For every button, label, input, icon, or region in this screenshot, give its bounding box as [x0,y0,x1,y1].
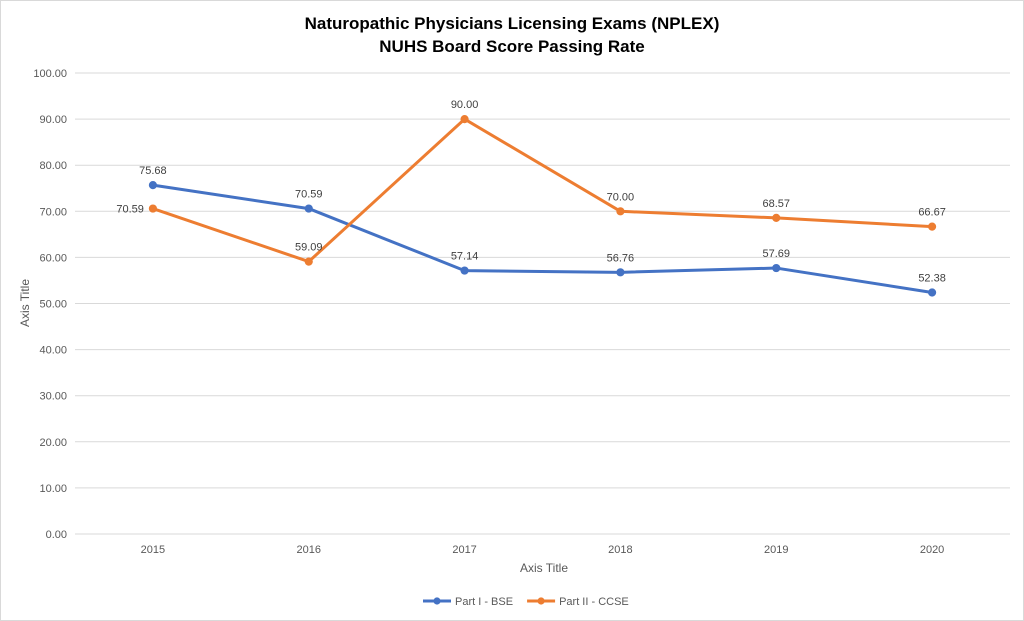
y-tick-label: 20.00 [39,437,67,449]
data-label: 66.67 [918,207,946,219]
data-point [460,266,469,275]
x-tick-label: 2020 [920,544,944,556]
data-point [616,207,625,216]
data-point [304,257,313,266]
x-tick-label: 2019 [764,544,788,556]
x-axis-ticks: 2015 2016 2017 2018 2019 2020 [141,544,945,556]
series-line-0 [151,183,934,295]
data-label: 57.69 [762,248,790,260]
data-label: 68.57 [762,198,790,210]
y-tick-label: 60.00 [39,252,67,264]
y-tick-label: 70.00 [39,206,67,218]
data-point [616,268,625,277]
data-label: 75.68 [139,165,167,177]
y-tick-label: 100.00 [33,68,67,80]
data-point [148,204,158,213]
y-tick-label: 50.00 [39,299,67,311]
data-point [304,204,313,213]
chart-title-line-1: Naturopathic Physicians Licensing Exams … [305,14,720,33]
data-label: 52.38 [918,273,946,285]
y-axis-title: Axis Title [18,279,32,327]
legend-item-0[interactable]: Part I - BSE [423,596,513,608]
legend-item-1[interactable]: Part II - CCSE [527,596,629,608]
series-lines [148,115,937,297]
gridlines [75,72,1010,535]
legend-swatch-marker [433,597,441,605]
y-tick-label: 90.00 [39,114,67,126]
legend-label: Part I - BSE [455,596,513,608]
data-labels: 75.68 70.59 57.14 56.76 57.69 52.38 70.59 59.09… [116,99,945,284]
legend-label: Part II - CCSE [559,596,629,608]
data-point [772,213,781,222]
legend-swatch-marker [537,597,545,605]
data-label: 70.59 [116,204,144,216]
y-tick-label: 40.00 [39,345,67,357]
x-tick-label: 2015 [141,544,165,556]
y-tick-label: 10.00 [39,483,67,495]
x-tick-label: 2018 [608,544,632,556]
x-tick-label: 2016 [297,544,321,556]
y-tick-label: 80.00 [39,160,67,172]
y-axis-ticks: 0.00 10.00 20.00 30.00 40.00 50.00 60.00 70.00 8… [33,68,67,541]
data-point [460,115,469,124]
chart-title-line-2: NUHS Board Score Passing Rate [379,37,644,56]
x-tick-label: 2017 [452,544,476,556]
y-tick-label: 30.00 [39,391,67,403]
y-tick-label: 0.00 [46,529,67,541]
data-label: 56.76 [607,252,635,264]
data-point [148,181,158,190]
series-line-1 [151,117,934,264]
data-point [772,263,781,273]
data-point [927,288,937,297]
x-axis-title: Axis Title [520,561,568,575]
data-label: 70.00 [607,191,635,203]
data-label: 70.59 [295,189,323,201]
data-label: 59.09 [295,242,323,254]
legend: Part I - BSE Part II - CCSE [423,596,629,608]
data-label: 57.14 [451,251,479,263]
data-label: 90.00 [451,99,479,111]
data-point [927,222,937,231]
